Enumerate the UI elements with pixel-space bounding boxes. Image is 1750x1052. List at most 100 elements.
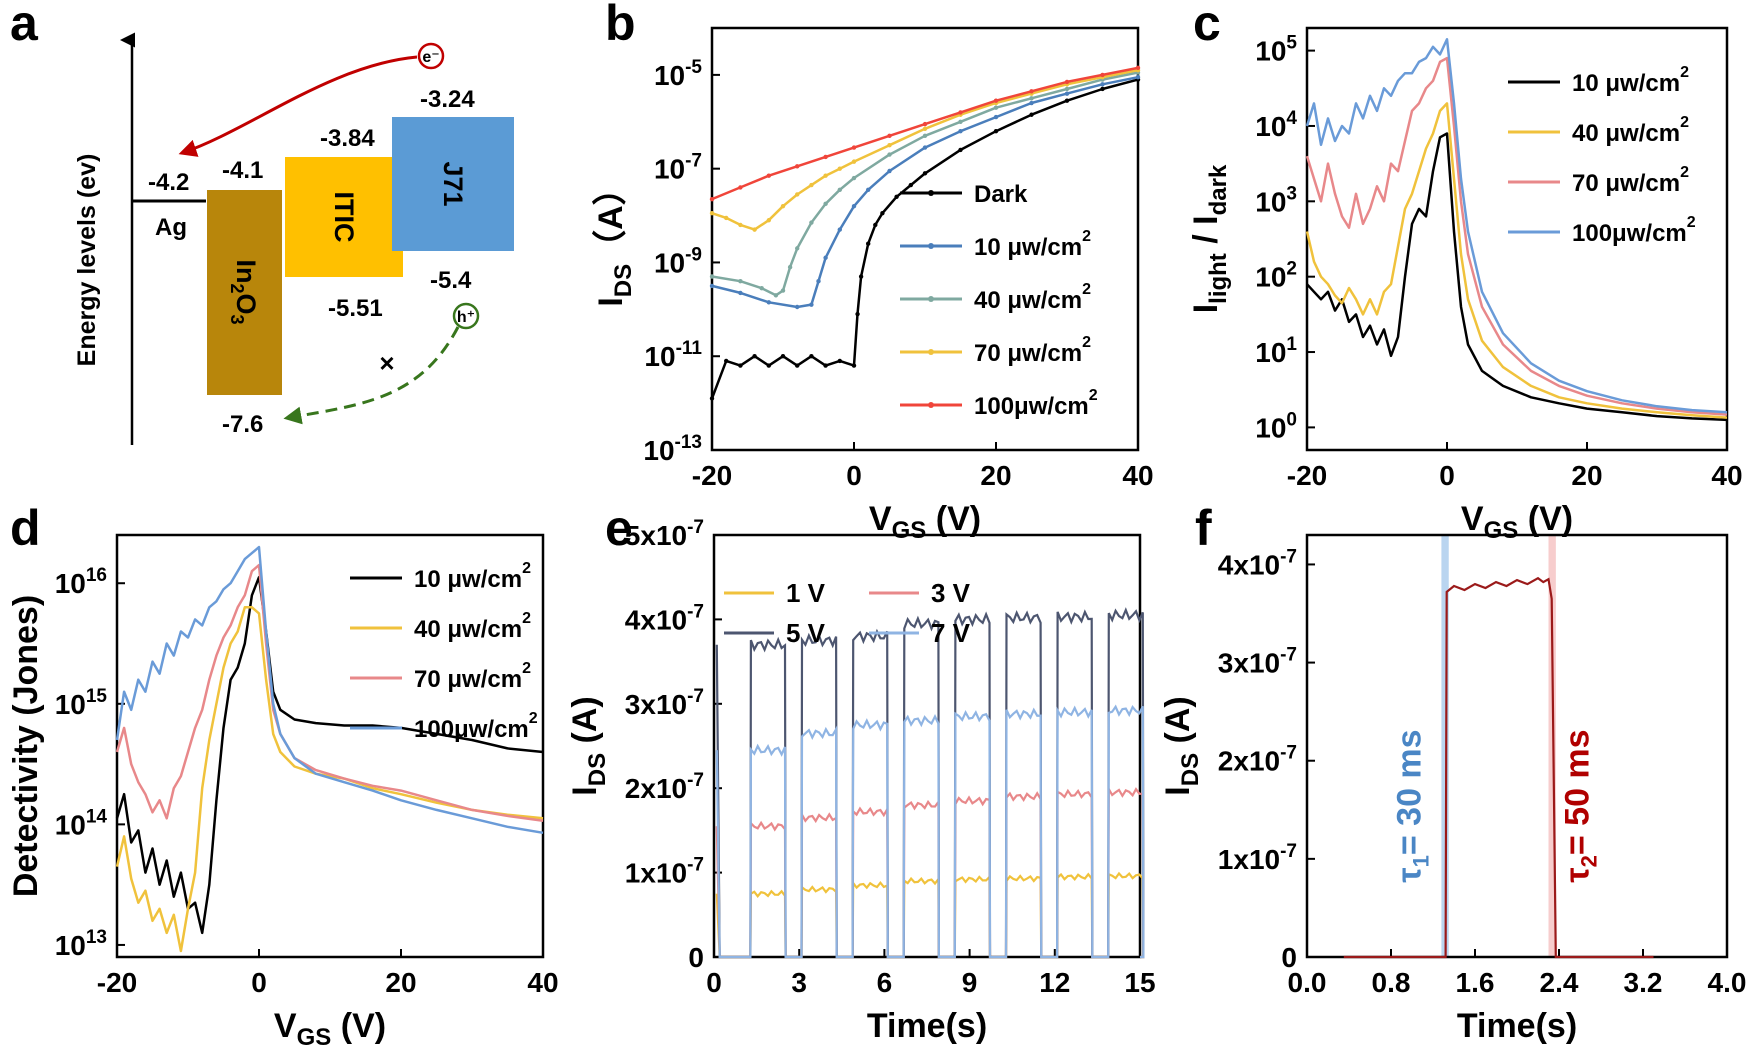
b-legend-label-2: 40 μw/cm2 bbox=[974, 281, 1091, 314]
b-ytick-label: 10-13 bbox=[643, 432, 702, 466]
b-series-point-3 bbox=[795, 192, 800, 197]
blocked-cross: × bbox=[379, 348, 394, 378]
b-series-point-4 bbox=[1064, 79, 1070, 85]
e-ylabel: IDS (A) bbox=[566, 696, 611, 795]
b-series-point-1 bbox=[887, 168, 892, 174]
panel-label-d: d bbox=[10, 500, 41, 556]
d-ytick-label: 1015 bbox=[55, 686, 108, 720]
b-series-point-0 bbox=[766, 363, 771, 368]
b-series-point-3 bbox=[851, 159, 857, 164]
chart-b: -20 0 20 40 10-13 10-11 10-9 10-7 10-5 Dark 10 μw/… bbox=[591, 26, 1154, 544]
f-ytick-label: 3x10-7 bbox=[1218, 645, 1297, 679]
b-series-point-4 bbox=[922, 121, 928, 127]
j71-lumo: -3.24 bbox=[420, 86, 475, 113]
c-plot-frame bbox=[1305, 26, 1729, 452]
b-series-point-2 bbox=[1029, 96, 1034, 101]
c-xtick-label: 0 bbox=[1439, 460, 1455, 491]
e-legend-label-2: 5 V bbox=[786, 618, 826, 648]
d-series-line-0 bbox=[115, 575, 544, 935]
e-xtick-label: 6 bbox=[877, 967, 893, 998]
b-series-point-0 bbox=[922, 171, 928, 176]
e-series-line-3 bbox=[715, 704, 1145, 959]
b-series-point-4 bbox=[738, 185, 743, 190]
e-xlabel: Time(s) bbox=[867, 1007, 987, 1045]
b-series-point-1 bbox=[1135, 75, 1141, 80]
d-ylabel: Detectivity (Jones) bbox=[7, 595, 45, 897]
b-series-point-1 bbox=[1100, 82, 1105, 87]
b-series-point-2 bbox=[773, 293, 779, 298]
fall-time-band bbox=[1548, 535, 1556, 957]
b-series-point-0 bbox=[724, 358, 729, 364]
f-ytick-label: 2x10-7 bbox=[1218, 743, 1297, 777]
f-xtick-label: 3.2 bbox=[1624, 967, 1663, 998]
f-ytick-label: 4x10-7 bbox=[1218, 546, 1297, 580]
ag-level: -4.2 bbox=[148, 169, 189, 196]
c-xtick-label: -20 bbox=[1287, 460, 1327, 491]
c-ytick-label: 105 bbox=[1255, 33, 1297, 67]
j71-label: J71 bbox=[438, 161, 468, 206]
hole-symbol: h⁺ bbox=[457, 309, 475, 326]
c-xtick-label: 20 bbox=[1571, 460, 1602, 491]
b-series-point-0 bbox=[855, 311, 860, 317]
b-legend-marker-3 bbox=[928, 349, 934, 355]
b-series-point-3 bbox=[922, 126, 928, 132]
c-ylabel: Ilight / Idark bbox=[1187, 164, 1232, 313]
b-series-point-0 bbox=[780, 354, 786, 359]
b-series-point-4 bbox=[709, 196, 715, 202]
d-ytick-label: 1016 bbox=[55, 565, 107, 599]
b-series-point-2 bbox=[837, 187, 842, 192]
e-series-line-1 bbox=[715, 785, 1145, 959]
c-legend-label-1: 40 μw/cm2 bbox=[1572, 114, 1689, 147]
b-series-point-0 bbox=[837, 358, 842, 364]
e-legend-label-1: 3 V bbox=[931, 578, 971, 608]
itic-lumo: -3.84 bbox=[320, 125, 375, 152]
d-xlabel: VGS (V) bbox=[274, 1007, 386, 1051]
c-series-line-3 bbox=[1305, 38, 1728, 414]
b-series-point-0 bbox=[752, 354, 757, 359]
b-series-point-0 bbox=[858, 274, 864, 279]
panel-label-e: e bbox=[605, 500, 633, 556]
b-ylabel: IDS（A） bbox=[591, 171, 637, 306]
c-ytick-label: 104 bbox=[1255, 108, 1297, 142]
d-xtick-label: 40 bbox=[527, 967, 558, 998]
f-xtick-label: 2.4 bbox=[1540, 967, 1579, 998]
panel-label-b: b bbox=[605, 0, 636, 51]
b-ytick-label: 10-11 bbox=[644, 338, 702, 372]
f-xtick-label: 0.0 bbox=[1288, 967, 1327, 998]
in2o3-block bbox=[207, 190, 282, 395]
b-xlabel: VGS (V) bbox=[869, 500, 981, 544]
d-series-line-3 bbox=[115, 545, 544, 835]
b-series-point-4 bbox=[993, 98, 999, 103]
b-series-point-1 bbox=[823, 255, 828, 260]
b-series-point-3 bbox=[724, 215, 729, 221]
b-xtick-label: 20 bbox=[980, 460, 1011, 491]
d-legend-label-2: 70 μw/cm2 bbox=[414, 660, 531, 693]
b-series-point-2 bbox=[1064, 86, 1070, 92]
b-series-point-0 bbox=[873, 222, 878, 228]
b-series-point-2 bbox=[709, 274, 715, 279]
b-series-point-0 bbox=[738, 363, 743, 368]
e-ytick-label: 3x10-7 bbox=[625, 686, 704, 720]
chart-c: -20 0 20 40 100 101 102 103 104 105 10 μw/cm2 40 μw… bbox=[1187, 26, 1743, 544]
e-ytick-label: 4x10-7 bbox=[625, 601, 704, 635]
f-xtick-label: 1.6 bbox=[1456, 967, 1495, 998]
j71-block bbox=[392, 117, 514, 251]
d-plot-frame bbox=[115, 533, 545, 959]
f-xtick-label: 4.0 bbox=[1708, 967, 1747, 998]
b-series-point-1 bbox=[795, 304, 800, 310]
b-series-point-2 bbox=[993, 105, 999, 110]
b-ytick-label: 10-5 bbox=[654, 57, 702, 91]
b-series-line-4 bbox=[711, 66, 1139, 201]
e-legend-label-0: 1 V bbox=[786, 578, 826, 608]
in2o3-label: In2O3 bbox=[227, 259, 261, 324]
panel-label-a: a bbox=[10, 0, 39, 51]
b-legend-label-4: 100μw/cm2 bbox=[974, 387, 1098, 420]
b-series-point-4 bbox=[1135, 65, 1141, 71]
b-series-point-0 bbox=[908, 182, 913, 188]
b-series-point-2 bbox=[809, 220, 814, 225]
b-series-point-2 bbox=[851, 175, 857, 181]
b-series-point-0 bbox=[958, 147, 963, 153]
b-series-point-0 bbox=[894, 194, 899, 199]
b-series-point-0 bbox=[809, 354, 814, 359]
b-series-point-1 bbox=[816, 279, 821, 284]
